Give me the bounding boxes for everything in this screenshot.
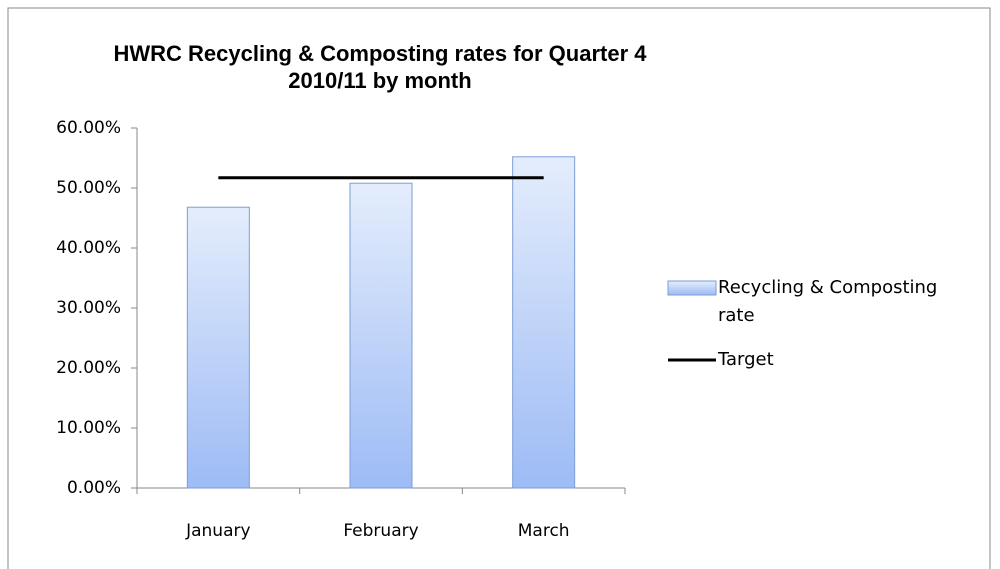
legend-label: Recycling & Composting rate <box>718 277 938 326</box>
legend-swatch <box>667 280 717 296</box>
bar <box>512 156 576 489</box>
chart-title: HWRC Recycling & Composting rates for Qu… <box>113 41 647 93</box>
y-tick-label: 10.00% <box>56 418 121 438</box>
bar <box>186 206 250 489</box>
x-tick-label: February <box>343 521 418 541</box>
y-tick-label: 0.00% <box>67 478 121 498</box>
y-tick-label: 20.00% <box>56 358 121 378</box>
bar <box>349 182 413 489</box>
legend-label: Target <box>718 349 774 370</box>
y-tick-label: 30.00% <box>56 298 121 318</box>
y-tick-label: 40.00% <box>56 238 121 258</box>
y-tick-label: 50.00% <box>56 178 121 198</box>
y-tick-label: 60.00% <box>56 118 121 138</box>
chart-border <box>7 7 991 569</box>
x-tick-label: January <box>185 521 250 541</box>
x-tick-label: March <box>518 521 570 541</box>
